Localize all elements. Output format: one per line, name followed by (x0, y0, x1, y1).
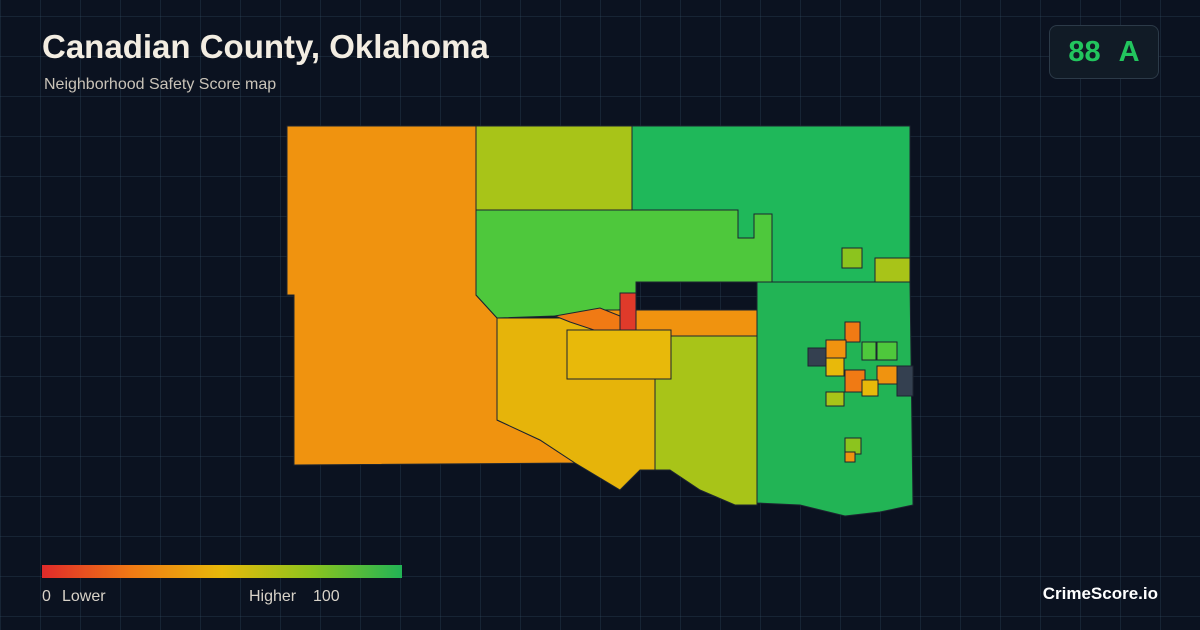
region (844, 321, 861, 343)
legend-max: 100 (313, 588, 340, 605)
legend-max-label: Higher (249, 588, 297, 605)
region (475, 125, 633, 211)
legend-min-label: Lower (62, 588, 106, 605)
title: Canadian County, Oklahoma (42, 28, 489, 65)
region (654, 335, 758, 506)
brand: CrimeScore.io (1042, 584, 1158, 603)
region (807, 347, 827, 367)
region (876, 341, 898, 361)
region (874, 257, 911, 283)
region (825, 339, 847, 359)
score-value: 88 (1068, 35, 1101, 68)
legend-min: 0 (42, 588, 51, 605)
region (861, 379, 879, 397)
region (841, 247, 863, 269)
region (825, 391, 845, 407)
region (876, 365, 898, 385)
region (861, 341, 877, 361)
score-grade: A (1118, 35, 1140, 68)
legend-gradient (42, 565, 402, 578)
region (896, 365, 914, 397)
region (844, 451, 856, 463)
score-card: 88 A (1049, 25, 1159, 79)
subtitle: Neighborhood Safety Score map (44, 76, 277, 93)
region (825, 357, 845, 377)
region (631, 125, 911, 283)
region (566, 329, 672, 380)
